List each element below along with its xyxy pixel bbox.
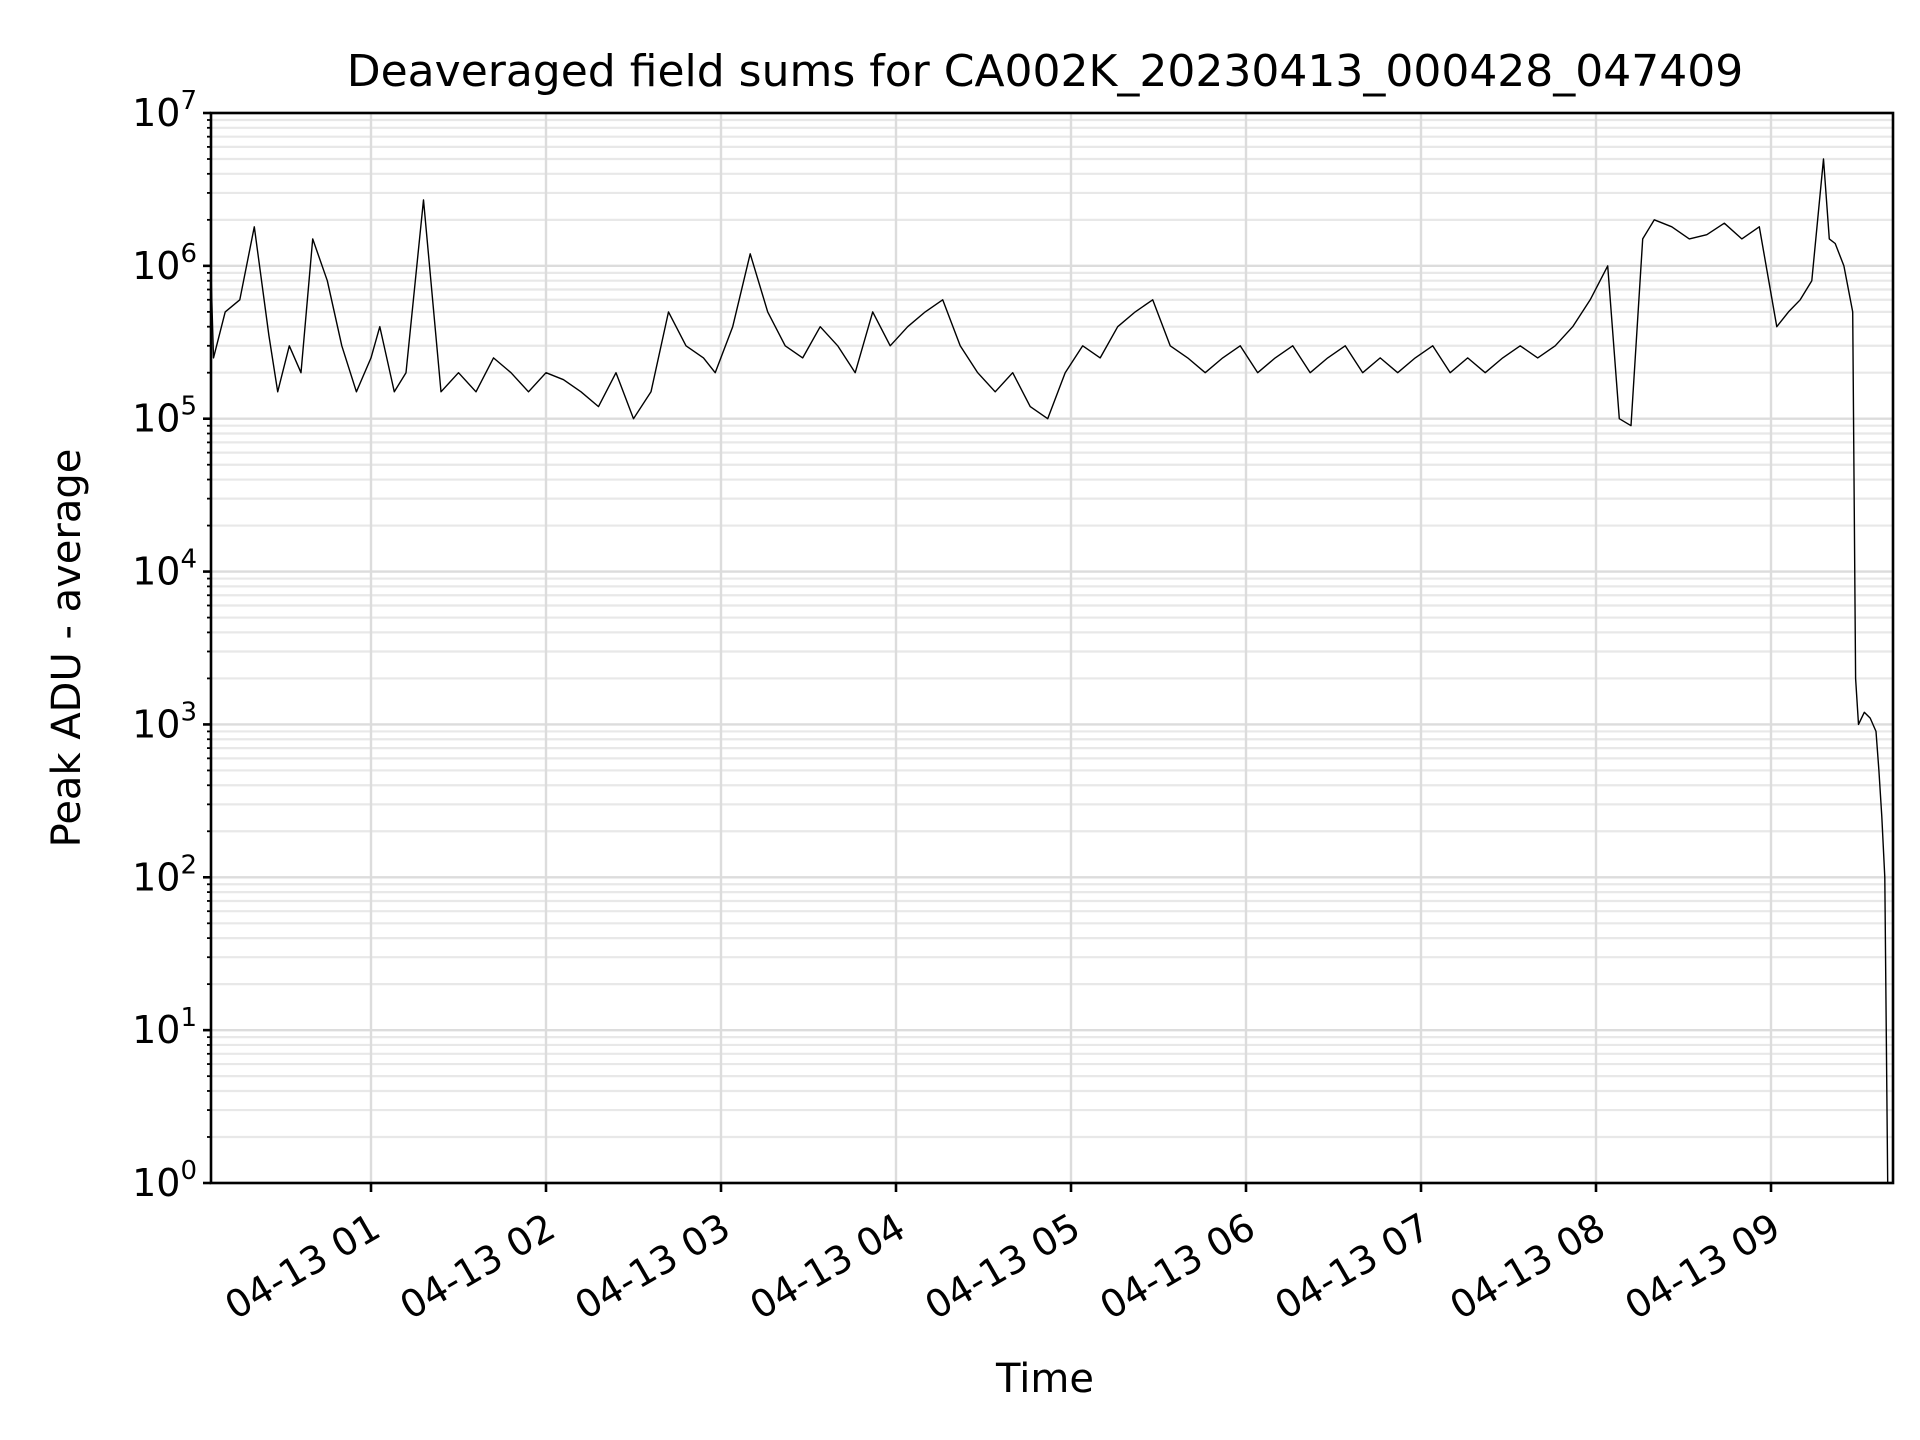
y-tick-label: 106 [132, 239, 197, 288]
y-tick-labels: 100 101 102 103 104 105 106 107 [132, 86, 197, 1205]
x-tick-label: 04-13 09 [1618, 1205, 1788, 1329]
y-tick-label: 104 [132, 545, 197, 594]
y-axis-label: Peak ADU - average [44, 449, 90, 848]
grid [211, 111, 1893, 1185]
x-tick-labels: 04-13 01 04-13 02 04-13 03 04-13 04 04-13 05… [218, 1205, 1788, 1329]
x-tick-label: 04-13 06 [1093, 1205, 1263, 1329]
x-tick-label: 04-13 04 [743, 1205, 913, 1329]
x-tick-label: 04-13 05 [918, 1205, 1088, 1329]
series-line [210, 158, 1889, 1184]
y-tick-label: 107 [132, 86, 197, 135]
plot-frame [209, 111, 1895, 1185]
y-tick-label: 105 [132, 392, 197, 441]
x-tick-label: 04-13 01 [218, 1205, 388, 1329]
ticks [203, 111, 1773, 1192]
y-tick-label: 101 [132, 1003, 197, 1052]
x-tick-label: 04-13 03 [568, 1205, 738, 1329]
x-tick-label: 04-13 08 [1443, 1205, 1613, 1329]
x-tick-label: 04-13 02 [393, 1205, 563, 1329]
chart-title: Deaveraged field sums for CA002K_2023041… [347, 46, 1744, 97]
y-tick-label: 103 [132, 697, 197, 746]
x-tick-label: 04-13 07 [1268, 1205, 1438, 1329]
y-tick-label: 100 [132, 1156, 197, 1205]
series-layer [210, 158, 1889, 1184]
x-axis-label: Time [995, 1356, 1094, 1402]
y-tick-label: 102 [132, 850, 197, 899]
